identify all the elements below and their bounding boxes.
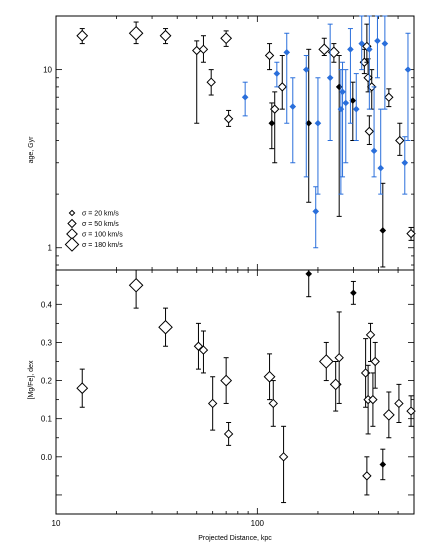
- data-point: [401, 159, 409, 167]
- data-point: [362, 471, 372, 481]
- data-point: [198, 44, 209, 55]
- data-point: [158, 319, 173, 335]
- data-point: [352, 105, 360, 113]
- bottom-ytick-label: 0.4: [41, 300, 53, 309]
- data-point: [312, 208, 320, 215]
- top-ylabel: age, Gyr: [28, 136, 35, 164]
- data-point: [289, 103, 297, 110]
- data-point: [366, 46, 373, 53]
- data-point: [283, 49, 291, 56]
- data-point: [326, 74, 334, 82]
- data-point: [406, 228, 416, 239]
- data-point: [207, 398, 218, 409]
- data-point: [349, 97, 357, 104]
- bottom-xtick-label: 100: [251, 519, 265, 528]
- bottom-ylabel: [Mg/Fe], dex: [28, 360, 35, 399]
- data-point: [220, 374, 233, 387]
- data-point: [128, 277, 144, 293]
- data-point: [192, 45, 202, 56]
- data-point: [404, 66, 412, 73]
- data-point: [374, 37, 381, 45]
- data-point: [198, 345, 209, 355]
- data-point: [363, 73, 373, 83]
- legend-marker: [68, 209, 76, 217]
- data-point: [273, 70, 281, 77]
- data-point: [305, 270, 313, 278]
- data-point: [334, 352, 344, 363]
- legend-label: σ = 180 km/s: [82, 242, 123, 249]
- data-point: [159, 29, 172, 42]
- legend-marker: [67, 218, 77, 229]
- xlabel: Projected Distance, kpc: [198, 535, 272, 542]
- bottom-panel: 10 100 0.0 0.1 0.2 0.3 0.4 [Mg/Fe], dex Projec…: [28, 269, 416, 542]
- data-point: [220, 32, 233, 45]
- data-point: [342, 99, 350, 107]
- data-point: [241, 93, 249, 101]
- bottom-ytick-label: 0.0: [41, 453, 53, 462]
- top-ytick-label: 10: [43, 66, 52, 75]
- bottom-data-marks: [76, 269, 416, 504]
- legend-label: σ = 100 km/s: [82, 232, 123, 239]
- data-point: [377, 164, 385, 172]
- data-point: [314, 119, 322, 127]
- top-data-marks: [76, 15, 416, 268]
- data-point: [318, 354, 334, 369]
- bottom-ticks: 10 100 0.0 0.1 0.2 0.3 0.4: [41, 270, 415, 528]
- data-point: [193, 341, 204, 351]
- bottom-plot-frame: [55, 269, 415, 515]
- data-point: [318, 43, 331, 56]
- bottom-xtick-label: 10: [52, 519, 61, 528]
- top-panel: 1 10 age, Gyr σ = 20 km/s σ = 50 km/s σ = 1…: [28, 15, 416, 271]
- data-point: [223, 429, 234, 439]
- legend: σ = 20 km/s σ = 50 km/s σ = 100 km/s σ = 18…: [64, 209, 123, 252]
- data-point: [339, 88, 346, 96]
- data-point: [394, 398, 404, 409]
- data-point: [264, 50, 275, 61]
- data-point: [263, 370, 276, 383]
- data-point: [302, 66, 310, 73]
- top-ytick-label: 1: [48, 244, 53, 253]
- data-point: [76, 382, 89, 395]
- bottom-ytick-label: 0.1: [41, 415, 53, 424]
- data-point: [395, 135, 405, 146]
- legend-label: σ = 20 km/s: [82, 211, 119, 218]
- data-point: [379, 461, 387, 468]
- data-point: [368, 394, 378, 405]
- data-point: [347, 46, 354, 53]
- data-point: [270, 104, 280, 114]
- data-point: [406, 406, 416, 416]
- data-point: [305, 119, 313, 127]
- data-point: [365, 330, 376, 340]
- data-point: [206, 77, 216, 87]
- data-point: [364, 126, 375, 137]
- data-point: [278, 452, 289, 462]
- top-ticks: 1 10: [43, 15, 415, 270]
- data-point: [76, 29, 89, 42]
- data-point: [370, 356, 380, 367]
- data-point: [358, 40, 366, 47]
- data-point: [382, 408, 395, 421]
- data-point: [268, 398, 278, 409]
- data-point: [223, 114, 234, 124]
- data-point: [379, 227, 387, 234]
- data-point: [381, 40, 389, 47]
- data-point: [384, 92, 394, 102]
- data-point: [128, 25, 144, 41]
- data-point: [277, 82, 287, 92]
- legend-marker: [64, 237, 80, 252]
- data-point: [370, 147, 378, 155]
- bottom-ytick-label: 0.2: [41, 377, 53, 386]
- bottom-ytick-label: 0.3: [41, 338, 53, 347]
- data-point: [350, 289, 357, 297]
- legend-label: σ = 50 km/s: [82, 221, 119, 228]
- data-point: [268, 119, 276, 127]
